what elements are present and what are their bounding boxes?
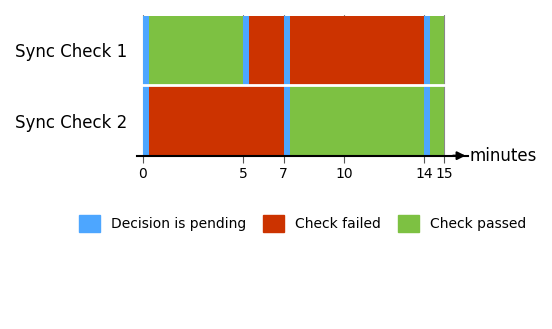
Bar (430, 86, 444, 155)
Bar (430, 16, 444, 85)
Bar (290, 16, 424, 85)
Bar (290, 86, 424, 155)
Bar (250, 16, 284, 85)
Bar (243, 16, 250, 85)
Bar (424, 16, 430, 85)
Text: minutes: minutes (469, 147, 537, 165)
Bar (143, 16, 149, 85)
Legend: Decision is pending, Check failed, Check passed: Decision is pending, Check failed, Check… (72, 208, 533, 239)
Bar (149, 16, 243, 85)
Bar (149, 86, 284, 155)
Bar (284, 86, 290, 155)
Bar (143, 86, 149, 155)
Bar (424, 86, 430, 155)
Bar (284, 16, 290, 85)
